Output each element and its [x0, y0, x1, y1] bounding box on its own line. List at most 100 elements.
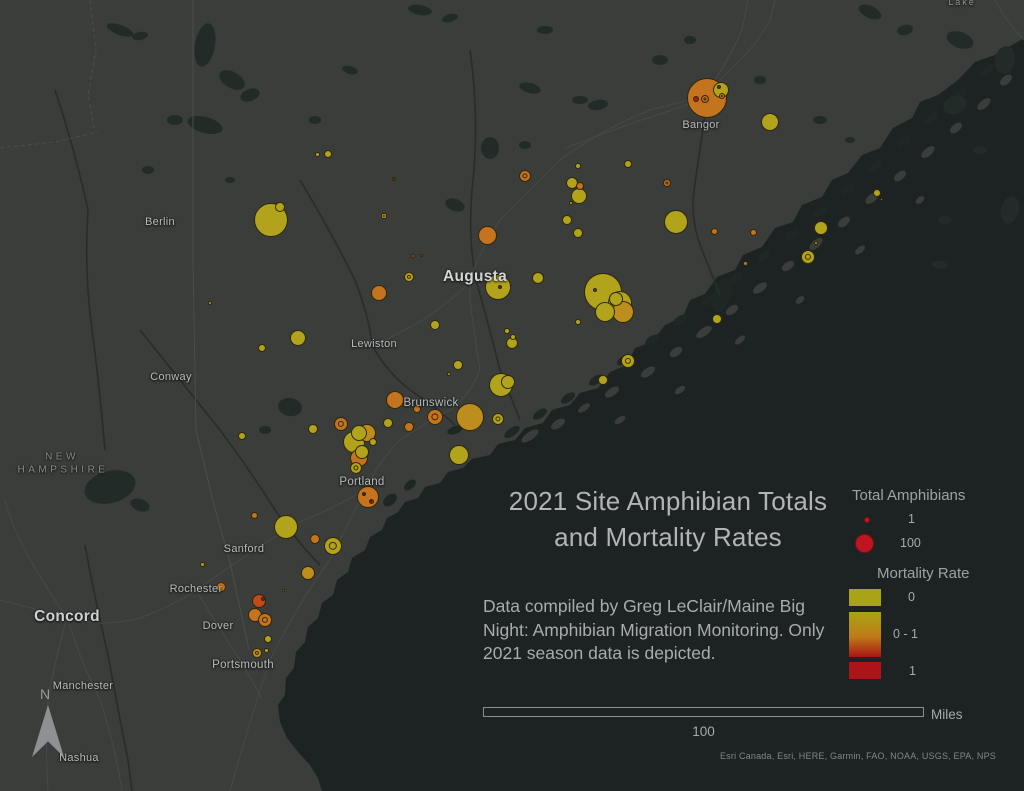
- map-point[interactable]: [575, 319, 581, 325]
- map-point[interactable]: [351, 425, 367, 441]
- map-point[interactable]: [761, 113, 779, 131]
- map-point[interactable]: [250, 511, 258, 519]
- point-inner-ring: [804, 253, 812, 261]
- map-point[interactable]: [576, 182, 584, 190]
- map-point[interactable]: [456, 403, 484, 431]
- map-point[interactable]: [368, 498, 374, 504]
- legend-rate-label-1: 1: [909, 664, 916, 678]
- map-point[interactable]: [413, 405, 421, 413]
- map-point[interactable]: [498, 285, 502, 289]
- map-point[interactable]: [814, 221, 828, 235]
- map-point[interactable]: [371, 285, 387, 301]
- map-point[interactable]: [621, 354, 635, 368]
- map-point[interactable]: [749, 228, 757, 236]
- map-point[interactable]: [453, 360, 463, 370]
- city-label-manchester: Manchester: [52, 680, 114, 692]
- point-inner-ring: [522, 173, 528, 179]
- legend-rate-swatch-0: [849, 589, 881, 606]
- map-point[interactable]: [624, 160, 632, 168]
- map-point[interactable]: [369, 438, 377, 446]
- map-point[interactable]: [510, 334, 516, 340]
- map-point[interactable]: [199, 561, 205, 567]
- map-point[interactable]: [324, 150, 332, 158]
- map-point[interactable]: [519, 170, 531, 182]
- map-point[interactable]: [308, 424, 318, 434]
- map-point[interactable]: [569, 201, 573, 205]
- map-point[interactable]: [449, 445, 469, 465]
- map-point[interactable]: [310, 534, 320, 544]
- map-point[interactable]: [404, 422, 414, 432]
- map-point[interactable]: [742, 260, 748, 266]
- map-point[interactable]: [258, 613, 272, 627]
- map-point[interactable]: [814, 241, 818, 245]
- point-inner-ring: [353, 465, 359, 471]
- map-point[interactable]: [427, 409, 443, 425]
- map-point[interactable]: [362, 492, 366, 496]
- city-label-lake: Lake: [948, 0, 976, 7]
- map-point[interactable]: [258, 344, 266, 352]
- map-point[interactable]: [598, 375, 608, 385]
- map-point[interactable]: [290, 330, 306, 346]
- map-point[interactable]: [238, 432, 246, 440]
- point-inner-ring: [393, 178, 395, 180]
- map-point[interactable]: [573, 228, 583, 238]
- map-point[interactable]: [252, 648, 262, 658]
- map-point[interactable]: [801, 250, 815, 264]
- point-inner-ring: [363, 493, 365, 495]
- map-point[interactable]: [477, 225, 497, 245]
- map-point[interactable]: [562, 215, 572, 225]
- map-point[interactable]: [879, 197, 883, 201]
- map-point[interactable]: [314, 151, 320, 157]
- legend-size-label-large: 100: [900, 536, 921, 550]
- map-point[interactable]: [430, 320, 440, 330]
- map-point[interactable]: [504, 328, 510, 334]
- map-point[interactable]: [575, 163, 581, 169]
- map-point[interactable]: [595, 302, 615, 322]
- map-point[interactable]: [873, 189, 881, 197]
- map-point[interactable]: [404, 272, 414, 282]
- map-point[interactable]: [701, 95, 709, 103]
- map-point[interactable]: [355, 445, 369, 459]
- map-point[interactable]: [712, 314, 722, 324]
- map-point[interactable]: [710, 227, 718, 235]
- map-point[interactable]: [274, 515, 298, 539]
- map-point[interactable]: [501, 375, 515, 389]
- map-point[interactable]: [447, 372, 451, 376]
- map-point[interactable]: [664, 210, 688, 234]
- map-point[interactable]: [532, 272, 544, 284]
- point-inner-ring: [370, 500, 372, 502]
- map-point[interactable]: [263, 647, 269, 653]
- legend: Total Amphibians 1 100 Mortality Rate 0 …: [840, 480, 1020, 690]
- map-point[interactable]: [275, 202, 285, 212]
- map-point[interactable]: [208, 301, 212, 305]
- map-point[interactable]: [357, 486, 379, 508]
- map-point[interactable]: [411, 254, 415, 258]
- map-point[interactable]: [350, 462, 362, 474]
- map-point[interactable]: [663, 179, 671, 187]
- map-point[interactable]: [593, 288, 597, 292]
- map-point[interactable]: [301, 566, 315, 580]
- map-point[interactable]: [383, 418, 393, 428]
- map-point[interactable]: [609, 292, 623, 306]
- map-point[interactable]: [261, 597, 265, 601]
- map-point[interactable]: [381, 213, 387, 219]
- map-point[interactable]: [324, 537, 342, 555]
- map-point[interactable]: [216, 582, 226, 592]
- map-point[interactable]: [693, 96, 699, 102]
- map-point[interactable]: [719, 93, 725, 99]
- map-point[interactable]: [392, 177, 396, 181]
- city-label-portland: Portland: [339, 476, 385, 488]
- map-point[interactable]: [254, 203, 288, 237]
- map-point[interactable]: [492, 413, 504, 425]
- map-point[interactable]: [386, 391, 404, 409]
- map-point[interactable]: [334, 417, 348, 431]
- map-point[interactable]: [264, 635, 272, 643]
- city-label-lewiston: Lewiston: [351, 338, 397, 350]
- point-inner-ring: [703, 97, 707, 101]
- point-inner-ring: [328, 541, 338, 551]
- map-point[interactable]: [717, 85, 721, 89]
- map-point[interactable]: [419, 253, 423, 257]
- map-point[interactable]: [281, 588, 285, 592]
